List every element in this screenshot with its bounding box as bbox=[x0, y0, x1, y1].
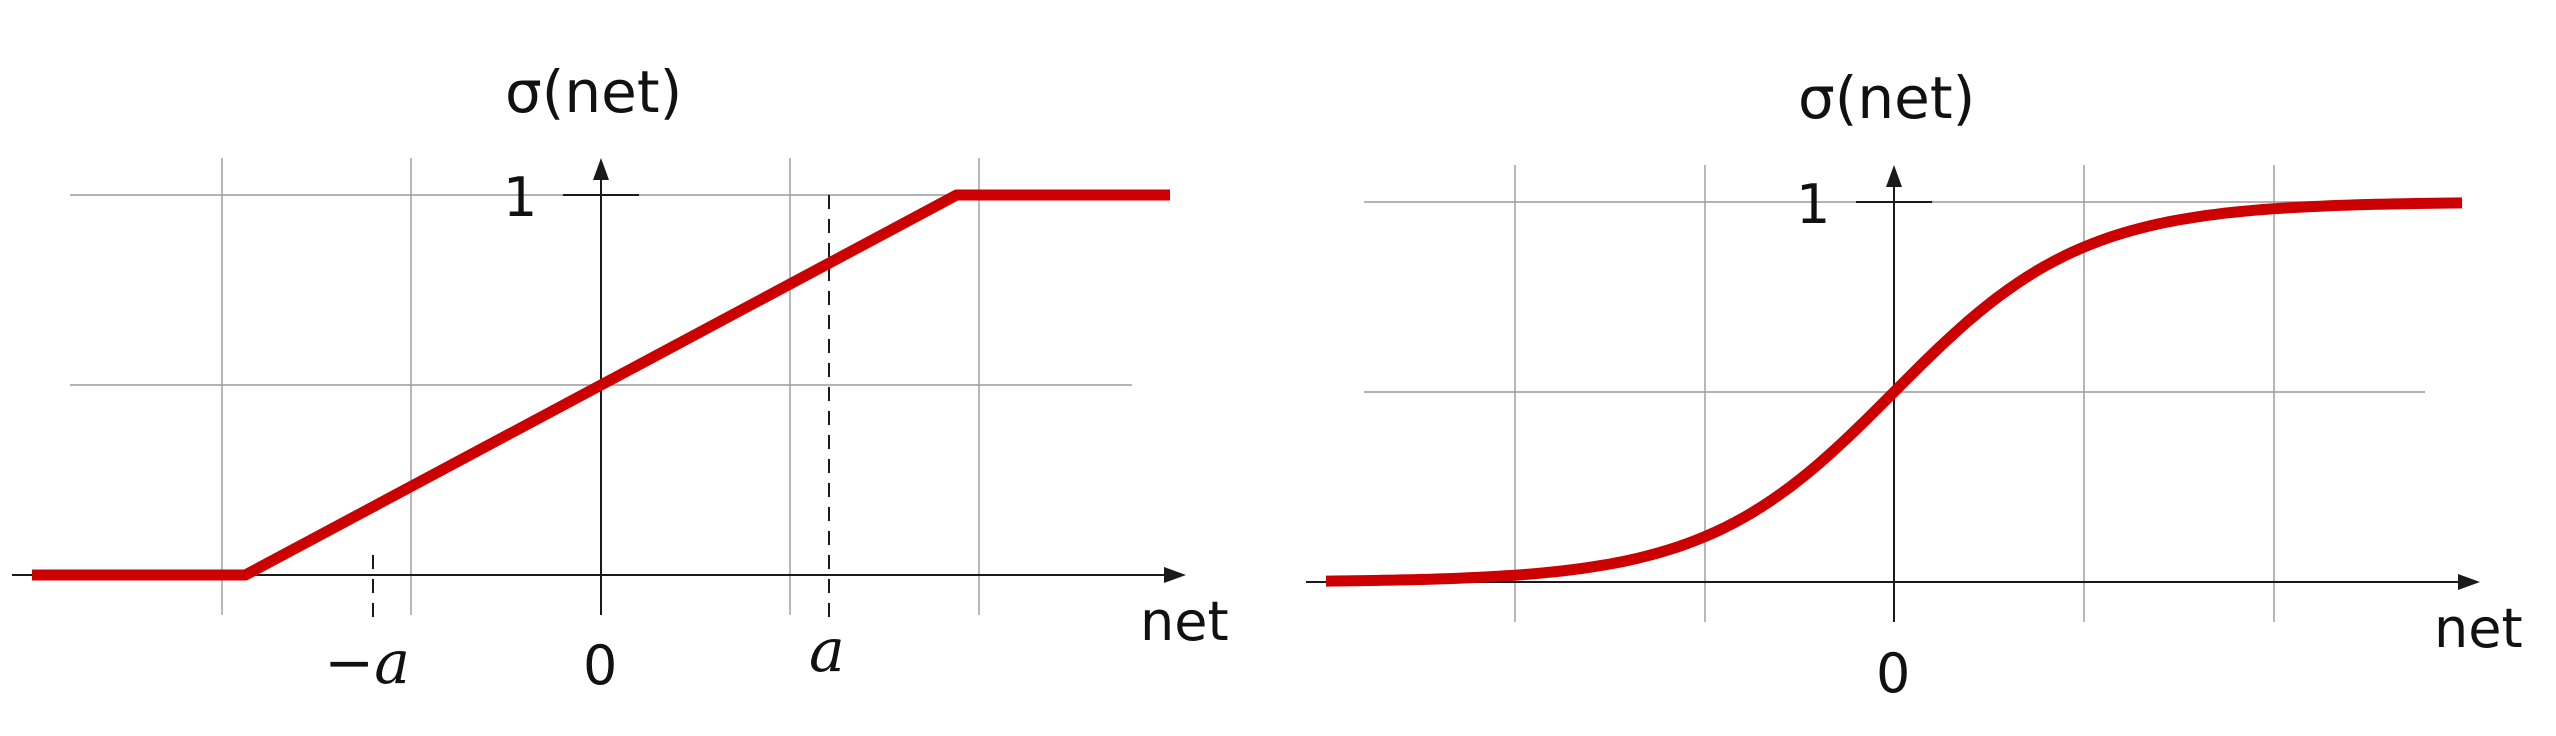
activation-curve-piecewise bbox=[32, 189, 1170, 581]
x-tick-label-0: 0 bbox=[1876, 642, 1910, 705]
y-axis-arrowhead bbox=[593, 158, 609, 180]
x-axis-label: net bbox=[2434, 597, 2523, 660]
x-axis-arrowhead bbox=[1164, 567, 1186, 583]
x-axis-label: net bbox=[1140, 590, 1229, 653]
y-tick-label-1: 1 bbox=[503, 166, 537, 229]
x-tick-label-neg-a: −a bbox=[324, 628, 410, 698]
y-tick-label-1: 1 bbox=[1796, 173, 1830, 236]
y-axis-arrowhead bbox=[1886, 165, 1902, 187]
y-axis-label: σ(net) bbox=[505, 58, 682, 126]
y-axis-label: σ(net) bbox=[1798, 64, 1975, 132]
x-axis-arrowhead bbox=[2458, 574, 2480, 590]
x-tick-label-0: 0 bbox=[583, 634, 617, 697]
sigmoid-chart: σ(net) net 1 0 bbox=[1306, 64, 2523, 705]
piecewise-linear-chart: σ(net) net 1 −a 0 a bbox=[12, 58, 1229, 698]
x-tick-label-a: a bbox=[809, 616, 845, 686]
activation-curve-sigmoid bbox=[1325, 197, 2463, 587]
